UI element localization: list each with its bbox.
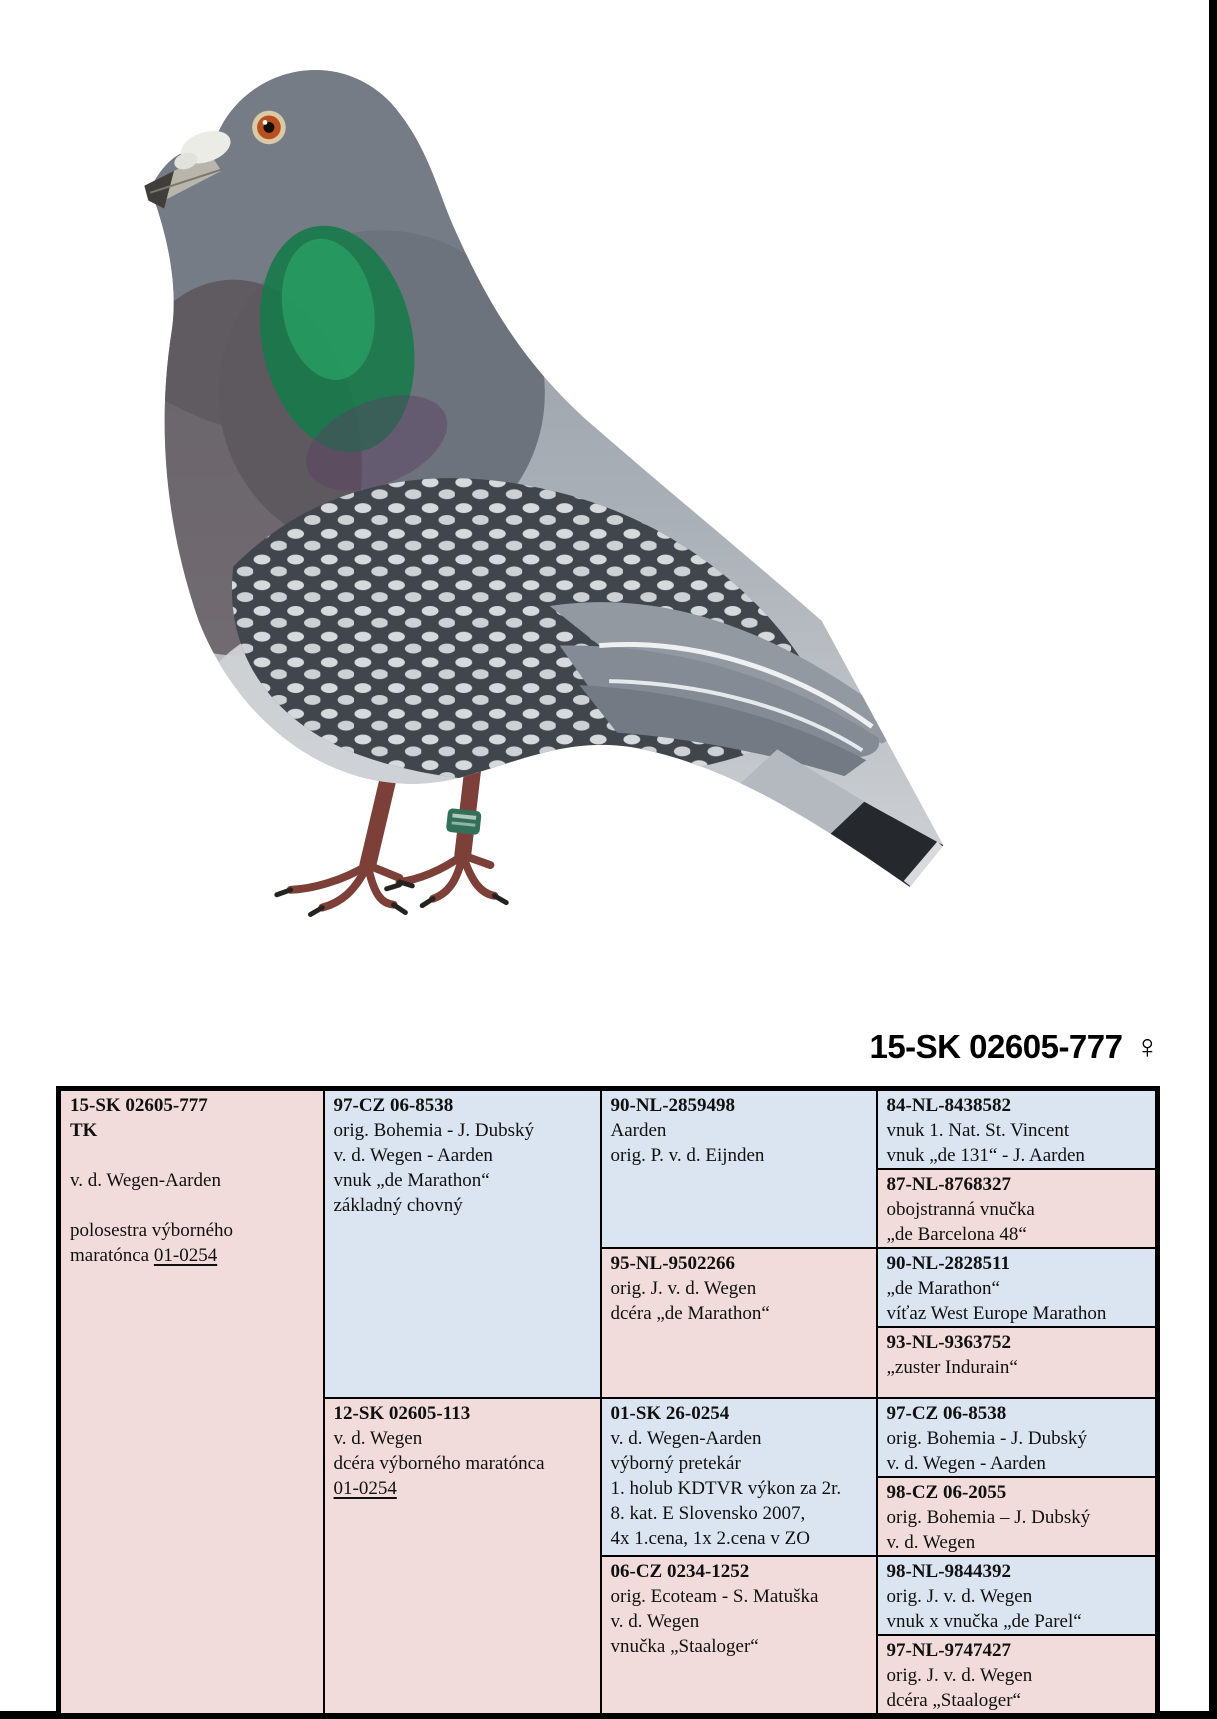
pigeon-beak [144, 130, 231, 209]
cell-great-grandparent-1: 84-NL-8438582 vnuk 1. Nat. St. Vincent vn… [875, 1087, 1159, 1170]
pigeon-eye [252, 110, 286, 145]
cell-grandparent-2: 95-NL-9502266 orig. J. v. d. Wegen dcéra … [599, 1247, 878, 1399]
cell-lines: orig. J. v. d. Wegen dcéra „Staaloger“ [886, 1665, 1033, 1711]
cell-grandparent-1: 90-NL-2859498 Aarden orig. P. v. d. Eijnd… [599, 1087, 878, 1249]
female-symbol: ♀ [1134, 1028, 1161, 1066]
cell-great-grandparent-6: 98-CZ 06-2055 orig. Bohemia – J. Dubský v… [875, 1476, 1159, 1557]
cell-lines: orig. Bohemia - J. Dubský v. d. Wegen - A… [333, 1120, 535, 1216]
cell-lines: „de Marathon“ víťaz West Europe Marathon [886, 1278, 1107, 1324]
cell-grandparent-4: 06-CZ 0234-1252 orig. Ecoteam - S. Matuš… [599, 1555, 878, 1717]
ring-number: 87-NL-8768327 [886, 1174, 1012, 1195]
cell-lines: orig. J. v. d. Wegen vnuk x vnučka „de Pa… [886, 1586, 1082, 1632]
cell-great-grandparent-2: 87-NL-8768327 obojstranná vnučka „de Barc… [875, 1168, 1159, 1249]
cell-lines: Aarden orig. P. v. d. Eijnden [610, 1120, 765, 1166]
cell-great-grandparent-7: 98-NL-9844392 orig. J. v. d. Wegen vnuk x… [875, 1555, 1159, 1636]
ring-number: 01-SK 26-0254 [610, 1403, 730, 1424]
cell-lines: orig. Bohemia - J. Dubský v. d. Wegen - A… [886, 1428, 1088, 1474]
ring-number: 97-NL-9747427 [886, 1640, 1012, 1661]
cell-great-grandparent-5: 97-CZ 06-8538 orig. Bohemia - J. Dubský v… [875, 1397, 1159, 1478]
ring-number: 97-CZ 06-8538 [886, 1403, 1007, 1424]
pigeon-legs [274, 755, 509, 918]
ring-number: 90-NL-2828511 [886, 1253, 1011, 1274]
cell-subject: 15-SK 02605-777 TK v. d. Wegen-Aarden po… [57, 1087, 325, 1717]
page-title: 15-SK 02605-777 ♀ [56, 1028, 1160, 1067]
ring-number: 12-SK 02605-113 [333, 1403, 471, 1424]
ring-number: 95-NL-9502266 [610, 1253, 736, 1274]
cell-lines: v. d. Wegen dcéra výborného maratónca 01-0… [333, 1428, 545, 1499]
cell-great-grandparent-4: 93-NL-9363752 „zuster Indurain“ [875, 1326, 1159, 1399]
cell-lines: orig. Bohemia – J. Dubský v. d. Wegen [886, 1507, 1091, 1553]
ring-number: 84-NL-8438582 [886, 1095, 1012, 1116]
ring-number: 06-CZ 0234-1252 [610, 1561, 750, 1582]
ring-number: 93-NL-9363752 [886, 1332, 1012, 1353]
title-ring-number: 15-SK 02605-777 [869, 1028, 1123, 1065]
ring-number: 98-NL-9844392 [886, 1561, 1012, 1582]
cell-lines: TK v. d. Wegen-Aarden polosestra výborné… [70, 1120, 234, 1266]
cell-lines: orig. Ecoteam - S. Matuška v. d. Wegen vnu… [610, 1586, 819, 1657]
cell-lines: v. d. Wegen-Aarden výborný pretekár 1. hol… [610, 1428, 842, 1549]
cell-lines: obojstranná vnučka „de Barcelona 48“ [886, 1199, 1035, 1245]
pedigree-table: 15-SK 02605-777 TK v. d. Wegen-Aarden po… [56, 1086, 1160, 1718]
cell-grandparent-3: 01-SK 26-0254 v. d. Wegen-Aarden výborný … [599, 1397, 878, 1557]
pigeon-photo [85, 10, 975, 935]
ring-number: 98-CZ 06-2055 [886, 1482, 1007, 1503]
cell-great-grandparent-3: 90-NL-2828511 „de Marathon“ víťaz West Eu… [875, 1247, 1159, 1328]
cell-dam: 12-SK 02605-113 v. d. Wegen dcéra výborné… [322, 1397, 602, 1717]
cell-sire: 97-CZ 06-8538 orig. Bohemia - J. Dubský v… [322, 1087, 602, 1399]
ring-number: 15-SK 02605-777 [70, 1095, 208, 1116]
scan-edge-right [1209, 0, 1217, 1719]
pigeon-leg-ring [446, 808, 482, 835]
cell-lines: vnuk 1. Nat. St. Vincent vnuk „de 131“ - … [886, 1120, 1085, 1166]
pigeon-illustration [144, 69, 944, 918]
cell-great-grandparent-8: 97-NL-9747427 orig. J. v. d. Wegen dcéra … [875, 1634, 1159, 1717]
ring-number: 90-NL-2859498 [610, 1095, 736, 1116]
ring-number: 97-CZ 06-8538 [333, 1095, 454, 1116]
cell-lines: orig. J. v. d. Wegen dcéra „de Marathon“ [610, 1278, 770, 1324]
cell-lines: „zuster Indurain“ [886, 1357, 1018, 1378]
